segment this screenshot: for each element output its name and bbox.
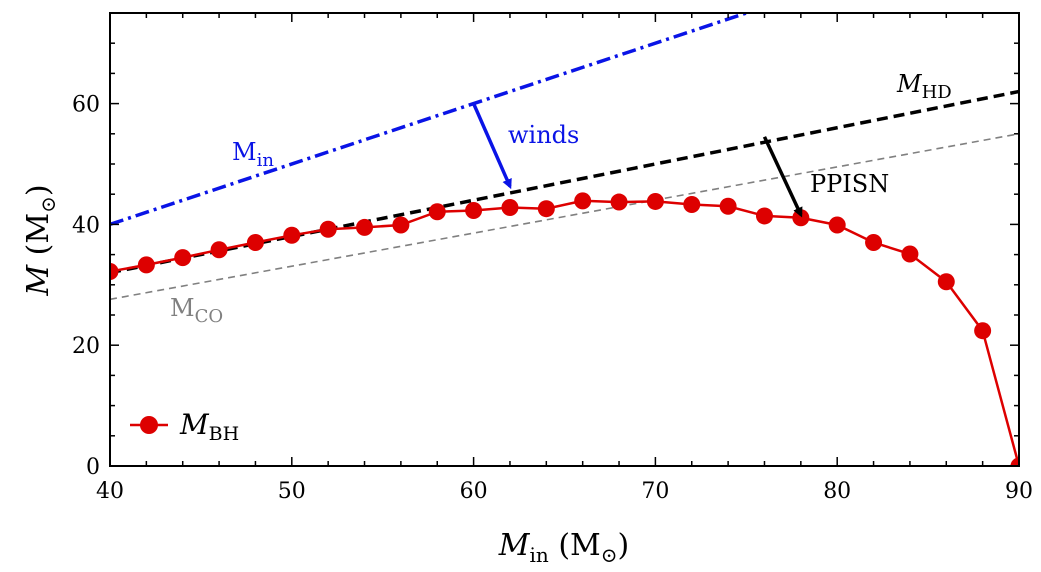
x-tick-label: 40 xyxy=(96,479,124,504)
bh-point xyxy=(174,249,192,267)
bh-point xyxy=(283,226,301,244)
series-line-bh xyxy=(110,199,1019,466)
bh-point xyxy=(501,198,519,216)
curve-label-hd: MHD xyxy=(896,70,952,103)
bh-point xyxy=(537,200,555,218)
annotation-layer xyxy=(471,102,803,218)
x-tick-label: 50 xyxy=(278,479,306,504)
y-tick-label: 0 xyxy=(86,455,100,480)
curve-label-co: MCO xyxy=(170,294,223,327)
series-line-in xyxy=(110,13,747,227)
legend-label-bh: MBH xyxy=(179,408,239,445)
bh-point xyxy=(610,193,628,211)
bh-point xyxy=(356,218,374,236)
series-line-co xyxy=(110,133,1019,301)
bh-point xyxy=(465,202,483,220)
x-axis-title: Min (M⊙) xyxy=(498,528,629,567)
x-tick-label: 70 xyxy=(641,479,669,504)
bh-point xyxy=(1010,457,1019,466)
y-tick-label: 20 xyxy=(72,334,100,359)
bh-point xyxy=(110,263,119,281)
bh-point xyxy=(392,216,410,234)
ticks-layer: 40 50 60 70 80 90 0 20 40 60 xyxy=(72,12,1033,504)
legend: MBH xyxy=(130,408,239,445)
bh-point xyxy=(755,207,773,225)
plot-frame xyxy=(109,12,1020,467)
annotation-ppisn: PPISN xyxy=(810,170,889,198)
y-tick-label: 40 xyxy=(72,213,100,238)
bh-point xyxy=(828,216,846,234)
bh-point xyxy=(901,245,919,263)
y-tick-label: 60 xyxy=(72,93,100,118)
bh-point xyxy=(974,322,992,340)
legend-marker-bh xyxy=(140,416,158,434)
bh-point xyxy=(719,197,737,215)
y-axis-title: M (M⊙) xyxy=(21,184,60,296)
bh-point xyxy=(683,195,701,213)
bh-point xyxy=(137,256,155,274)
bh-point xyxy=(210,241,228,259)
x-tick-label: 60 xyxy=(460,479,488,504)
bh-point xyxy=(646,192,664,210)
series-layer xyxy=(110,13,1019,466)
bh-point xyxy=(937,273,955,291)
curve-label-in: Min xyxy=(232,138,274,171)
annotation-arrow-ppisn xyxy=(762,136,803,218)
annotation-arrow-winds xyxy=(471,102,512,190)
bh-point xyxy=(865,234,883,252)
bh-point xyxy=(428,203,446,221)
bh-point xyxy=(319,220,337,238)
x-tick-label: 90 xyxy=(1005,479,1033,504)
x-tick-label: 80 xyxy=(823,479,851,504)
bh-point xyxy=(574,192,592,210)
annotation-winds: winds xyxy=(508,121,579,149)
bh-point xyxy=(246,234,264,252)
